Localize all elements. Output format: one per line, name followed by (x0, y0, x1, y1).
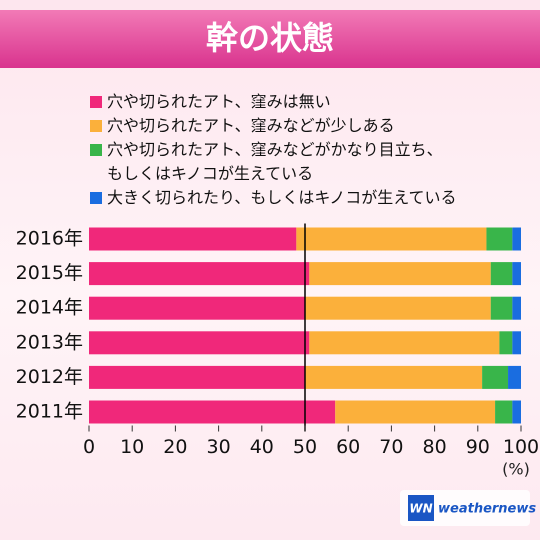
bar-segment (296, 227, 487, 251)
legend-label: 穴や切られたアト、窪みなどが少しある (107, 116, 395, 135)
legend-item: 大きく切られたり、もしくはキノコが生えている (90, 186, 530, 210)
bar-segment (482, 365, 509, 389)
bar-segment (495, 400, 513, 424)
bar-segment (490, 296, 513, 320)
x-tick-label: 80 (423, 436, 447, 458)
legend-swatch (90, 192, 102, 204)
bar-segment (89, 262, 310, 286)
bar-segment (508, 365, 521, 389)
bar-segment (89, 365, 305, 389)
bar-segment (512, 262, 521, 286)
y-tick-label: 2015年 (16, 262, 83, 284)
legend-label: 穴や切られたアト、窪みは無い (107, 92, 331, 111)
x-tick-label: 90 (466, 436, 490, 458)
bar-segment (309, 262, 491, 286)
legend: 穴や切られたアト、窪みは無い穴や切られたアト、窪みなどが少しある穴や切られたアト… (90, 90, 530, 210)
y-tick-label: 2014年 (16, 297, 83, 319)
legend-swatch (90, 96, 102, 108)
y-tick-label: 2012年 (16, 366, 83, 388)
legend-swatch (90, 144, 102, 156)
x-tick-label: 30 (207, 436, 231, 458)
x-tick-label: 70 (379, 436, 403, 458)
bar-segment (89, 400, 336, 424)
logo-box (408, 495, 434, 521)
legend-item: 穴や切られたアト、窪みなどがかなり目立ち、 もしくはキノコが生えている (90, 138, 530, 186)
bar-segment (309, 331, 500, 355)
x-tick-label: 10 (120, 436, 144, 458)
bar-segment (305, 365, 483, 389)
x-tick-label: 50 (293, 436, 317, 458)
bar-segment (512, 400, 521, 424)
bar-segment (89, 296, 305, 320)
bar-segment (305, 296, 491, 320)
bar-segment (512, 227, 521, 251)
bar-segment (512, 331, 521, 355)
legend-label: 大きく切られたり、もしくはキノコが生えている (107, 188, 457, 207)
title-banner (0, 10, 540, 68)
x-unit: (%) (502, 460, 530, 479)
bar-segment (89, 227, 297, 251)
legend-swatch (90, 120, 102, 132)
y-tick-label: 2016年 (16, 228, 83, 250)
legend-label: 穴や切られたアト、窪みなどがかなり目立ち、 もしくはキノコが生えている (107, 140, 443, 183)
x-tick-label: 20 (163, 436, 187, 458)
x-tick-label: 100 (503, 436, 539, 458)
bar-segment (512, 296, 521, 320)
y-tick-label: 2011年 (16, 401, 83, 423)
bar-segment (490, 262, 513, 286)
legend-item: 穴や切られたアト、窪みは無い (90, 90, 530, 114)
bar-segment (335, 400, 496, 424)
bar-segment (89, 331, 310, 355)
chart-title: 幹の状態 (206, 19, 334, 57)
logo-text: weathernews (438, 502, 536, 517)
legend-item: 穴や切られたアト、窪みなどが少しある (90, 114, 530, 138)
x-tick-label: 40 (250, 436, 274, 458)
bar-segment (499, 331, 513, 355)
x-tick-label: 60 (336, 436, 360, 458)
x-tick-label: 0 (83, 436, 95, 458)
logo-mark: WN (409, 502, 432, 516)
bar-segment (486, 227, 513, 251)
y-tick-label: 2013年 (16, 331, 83, 353)
